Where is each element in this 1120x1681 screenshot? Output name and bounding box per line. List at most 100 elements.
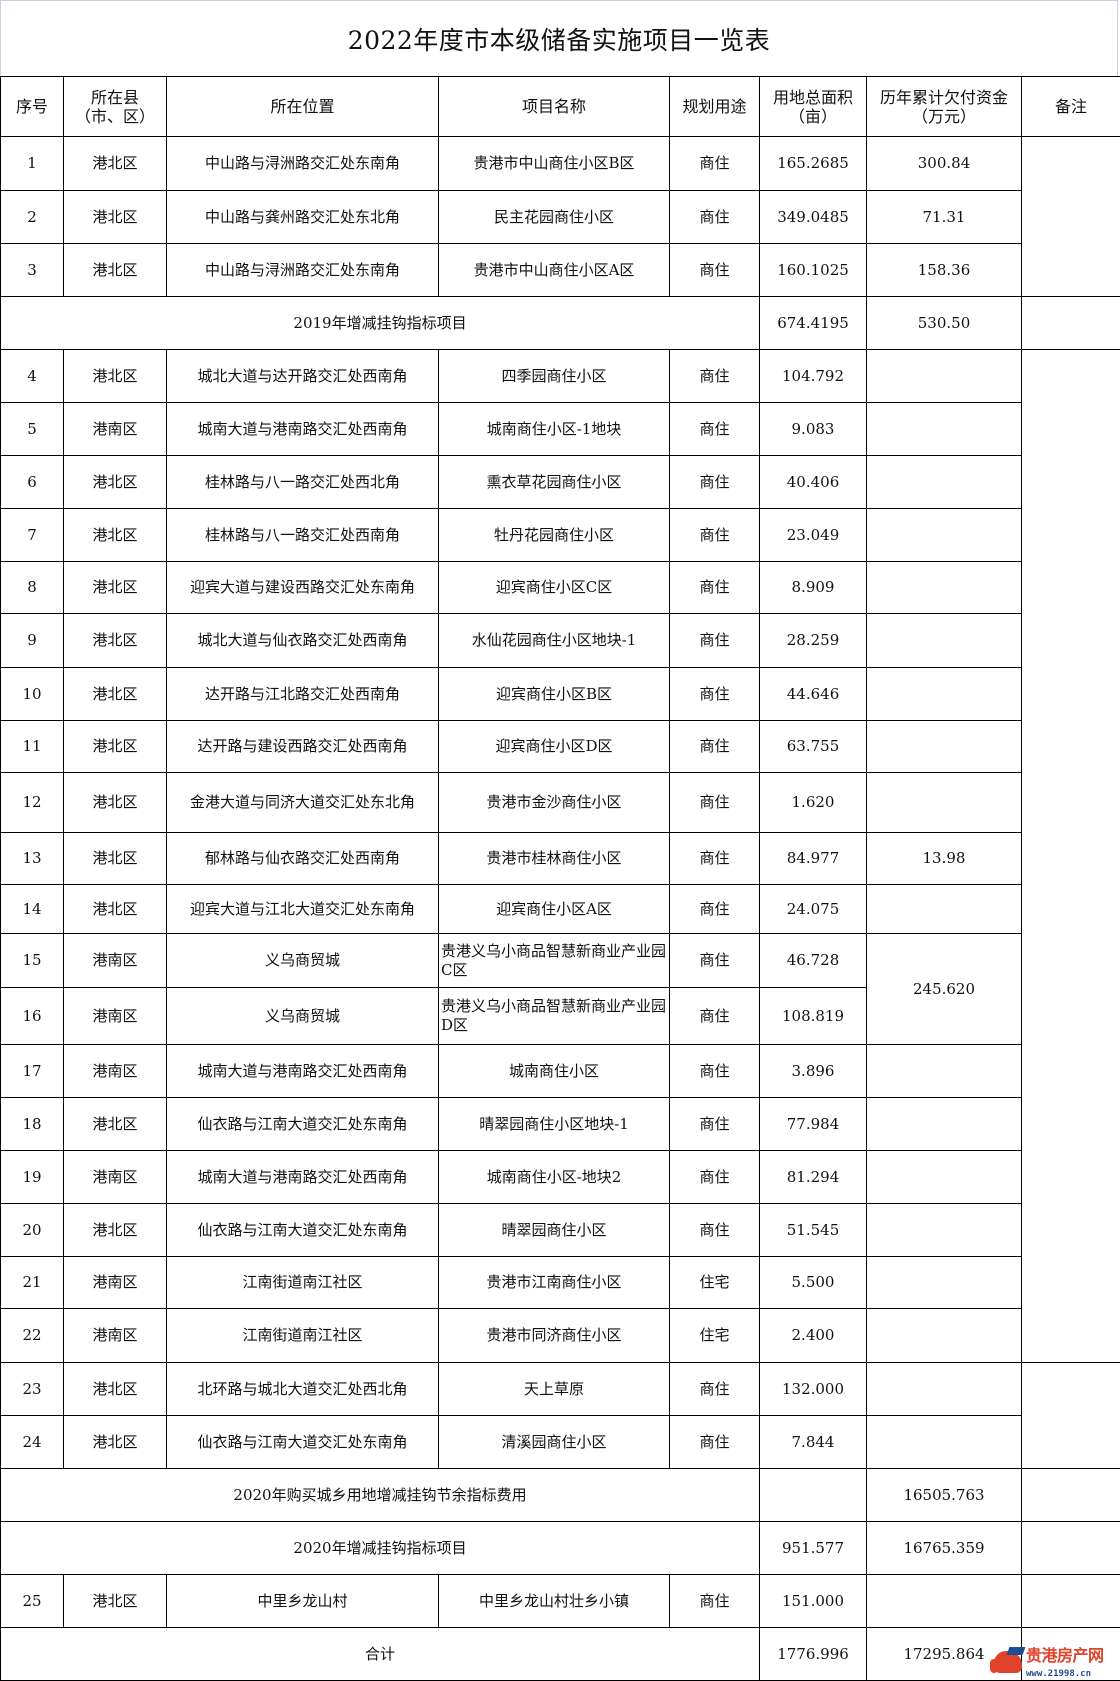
cell-county: 港北区 <box>63 772 167 833</box>
summary-row: 合计 1776.996 17295.864 <box>0 1627 1120 1681</box>
cell-county: 港南区 <box>63 1308 167 1363</box>
cell-location: 中里乡龙山村 <box>166 1574 439 1628</box>
cell-use: 商住 <box>669 772 760 833</box>
cell-area: 5.500 <box>759 1256 867 1309</box>
cell-area: 165.2685 <box>759 136 867 191</box>
cell-project-name: 晴翠园商住小区地块-1 <box>438 1097 670 1151</box>
cell-use: 商住 <box>669 1044 760 1098</box>
cell-county: 港北区 <box>63 455 167 509</box>
cell-use: 商住 <box>669 884 760 934</box>
table-row: 11 港北区 达开路与建设西路交汇处西南角 迎宾商住小区D区 商住 63.755 <box>0 720 1120 773</box>
cell-use: 商住 <box>669 667 760 721</box>
header-seq: 序号 <box>0 76 64 137</box>
cell-project-name: 熏衣草花园商住小区 <box>438 455 670 509</box>
cell-remark <box>1021 136 1120 297</box>
cell-area: 349.0485 <box>759 190 867 244</box>
cell-location: 仙衣路与江南大道交汇处东南角 <box>166 1415 439 1469</box>
cell-area: 23.049 <box>759 508 867 562</box>
cell-remark <box>1021 1362 1120 1469</box>
projects-table: 序号 所在县 （市、区） 所在位置 项目名称 规划用途 用地总面积 （亩） 历年… <box>0 76 1120 1681</box>
cell-county: 港南区 <box>63 987 167 1045</box>
cell-funds: 16505.763 <box>866 1468 1022 1522</box>
table-row: 6 港北区 桂林路与八一路交汇处西北角 熏衣草花园商住小区 商住 40.406 <box>0 455 1120 509</box>
cell-seq: 11 <box>0 720 64 773</box>
cell-seq: 15 <box>0 933 64 988</box>
summary-label: 合计 <box>0 1627 760 1681</box>
cell-location: 江南街道南江社区 <box>166 1308 439 1363</box>
cell-location: 桂林路与八一路交汇处西北角 <box>166 455 439 509</box>
cell-location: 郁林路与仙衣路交汇处西南角 <box>166 832 439 885</box>
cell-county: 港北区 <box>63 349 167 403</box>
cell-area: 44.646 <box>759 667 867 721</box>
page-title: 2022年度市本级储备实施项目一览表 <box>347 25 771 55</box>
cell-location: 中山路与浔洲路交汇处东南角 <box>166 136 439 191</box>
cell-location: 城南大道与港南路交汇处西南角 <box>166 1150 439 1204</box>
cell-remark <box>1021 1574 1120 1628</box>
table-row: 9 港北区 城北大道与仙衣路交汇处西南角 水仙花园商住小区地块-1 商住 28.259 <box>0 613 1120 668</box>
cell-funds <box>866 1203 1022 1257</box>
cell-use: 商住 <box>669 613 760 668</box>
cell-area: 3.896 <box>759 1044 867 1098</box>
cell-county: 港北区 <box>63 613 167 668</box>
table-row: 5 港南区 城南大道与港南路交汇处西南角 城南商住小区-1地块 商住 9.083 <box>0 402 1120 456</box>
cell-area: 1776.996 <box>759 1627 867 1681</box>
cell-funds <box>866 508 1022 562</box>
cell-funds <box>866 667 1022 721</box>
cell-area: 77.984 <box>759 1097 867 1151</box>
cell-county: 港北区 <box>63 884 167 934</box>
cell-seq: 14 <box>0 884 64 934</box>
cell-area: 9.083 <box>759 402 867 456</box>
cell-area: 951.577 <box>759 1521 867 1575</box>
cell-area: 2.400 <box>759 1308 867 1363</box>
cell-county: 港北区 <box>63 720 167 773</box>
cell-county: 港北区 <box>63 1574 167 1628</box>
header-funds: 历年累计欠付资金 （万元） <box>866 76 1022 137</box>
cell-project-name: 贵港市同济商住小区 <box>438 1308 670 1363</box>
cell-seq: 10 <box>0 667 64 721</box>
cell-project-name: 迎宾商住小区A区 <box>438 884 670 934</box>
cell-county: 港南区 <box>63 1150 167 1204</box>
summary-row: 2019年增减挂钩指标项目 674.4195 530.50 <box>0 296 1120 350</box>
cell-funds <box>866 1256 1022 1309</box>
cell-funds <box>866 349 1022 403</box>
cell-county: 港北区 <box>63 667 167 721</box>
cell-county: 港北区 <box>63 190 167 244</box>
cell-project-name: 迎宾商住小区D区 <box>438 720 670 773</box>
cell-seq: 24 <box>0 1415 64 1469</box>
cell-remark <box>1021 296 1120 350</box>
cell-use: 商住 <box>669 508 760 562</box>
table-row: 4 港北区 城北大道与达开路交汇处西南角 四季园商住小区 商住 104.792 <box>0 349 1120 1363</box>
cell-area: 63.755 <box>759 720 867 773</box>
cell-funds: 13.98 <box>866 832 1022 885</box>
cell-area: 46.728 <box>759 933 867 988</box>
table-row: 18 港北区 仙衣路与江南大道交汇处东南角 晴翠园商住小区地块-1 商住 77.984 <box>0 1097 1120 1151</box>
cell-county: 港北区 <box>63 136 167 191</box>
cell-location: 迎宾大道与建设西路交汇处东南角 <box>166 561 439 614</box>
header-use: 规划用途 <box>669 76 760 137</box>
table-row: 8 港北区 迎宾大道与建设西路交汇处东南角 迎宾商住小区C区 商住 8.909 <box>0 561 1120 614</box>
cell-county: 港北区 <box>63 1203 167 1257</box>
cell-use: 商住 <box>669 832 760 885</box>
cell-seq: 6 <box>0 455 64 509</box>
cell-county: 港北区 <box>63 561 167 614</box>
cell-seq: 5 <box>0 402 64 456</box>
cell-use: 商住 <box>669 243 760 297</box>
cell-location: 城南大道与港南路交汇处西南角 <box>166 1044 439 1098</box>
cell-location: 桂林路与八一路交汇处西南角 <box>166 508 439 562</box>
table-row: 19 港南区 城南大道与港南路交汇处西南角 城南商住小区-地块2 商住 81.294 <box>0 1150 1120 1204</box>
cell-area: 1.620 <box>759 772 867 833</box>
cell-seq: 17 <box>0 1044 64 1098</box>
cell-location: 北环路与城北大道交汇处西北角 <box>166 1362 439 1416</box>
cell-county: 港南区 <box>63 1044 167 1098</box>
cell-seq: 25 <box>0 1574 64 1628</box>
table-row: 25 港北区 中里乡龙山村 中里乡龙山村壮乡小镇 商住 151.000 <box>0 1574 1120 1628</box>
cell-area: 8.909 <box>759 561 867 614</box>
cell-funds <box>866 1362 1022 1416</box>
header-area: 用地总面积 （亩） <box>759 76 867 137</box>
cell-funds <box>866 402 1022 456</box>
cell-area: 24.075 <box>759 884 867 934</box>
elephant-icon <box>994 1651 1022 1673</box>
cell-location: 义乌商贸城 <box>166 933 439 988</box>
cell-use: 商住 <box>669 1150 760 1204</box>
cell-seq: 9 <box>0 613 64 668</box>
